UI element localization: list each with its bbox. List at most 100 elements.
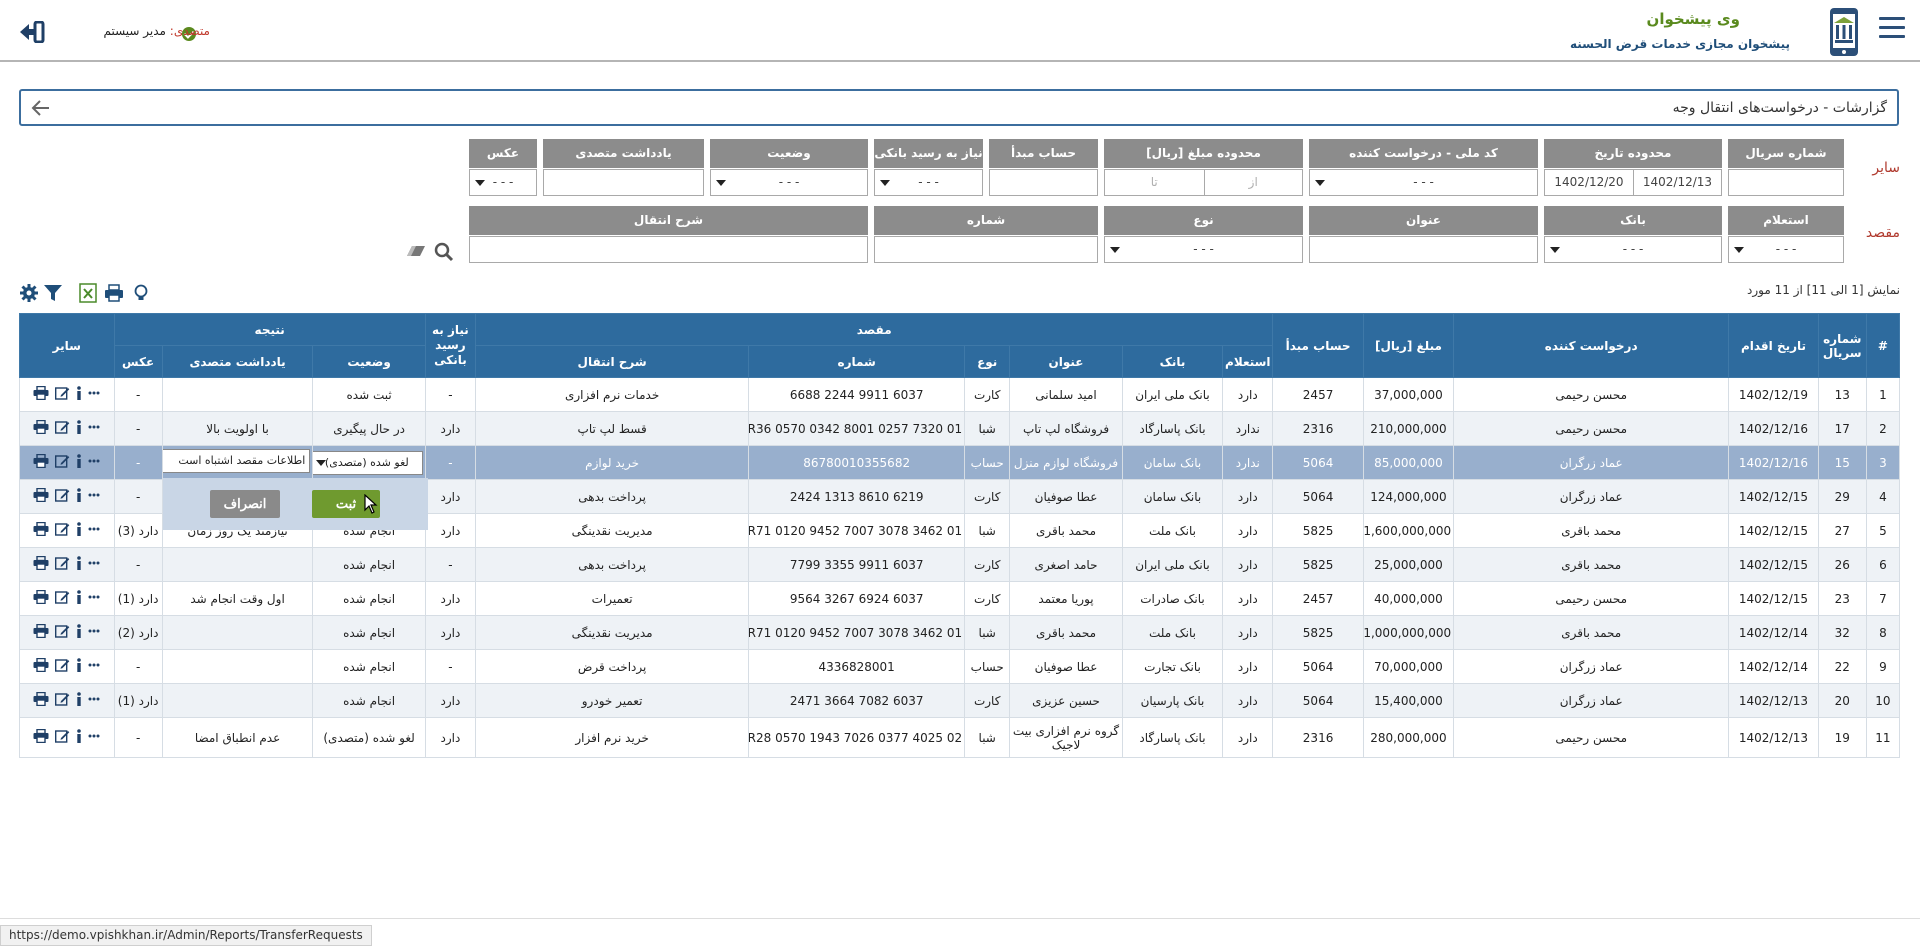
table-row[interactable]: 8 32 1402/12/14 محمد باقری 1,000,000,000 5825… — [19, 615, 1901, 650]
description-input[interactable] — [469, 236, 868, 263]
operator-note-input[interactable] — [543, 169, 704, 196]
cancel-button[interactable]: انصراف — [210, 490, 280, 518]
filter-serial-input[interactable] — [1728, 169, 1844, 196]
print-icon[interactable] — [33, 420, 49, 434]
edit-icon[interactable] — [55, 590, 70, 604]
col-status[interactable]: وضعیت — [312, 345, 426, 378]
edit-icon[interactable] — [55, 658, 70, 672]
more-icon[interactable] — [88, 663, 100, 667]
more-icon[interactable] — [88, 459, 100, 463]
col-number[interactable]: شماره — [748, 345, 966, 378]
col-serial[interactable]: شماره سریال — [1817, 313, 1867, 378]
table-row[interactable]: 11 19 1402/12/13 محسن رحیمی 280,000,000 2316 د… — [19, 717, 1901, 758]
more-icon[interactable] — [88, 493, 100, 497]
more-icon[interactable] — [88, 391, 100, 395]
status-edit-select[interactable]: لغو شده (متصدی) — [313, 450, 423, 475]
print-icon[interactable] — [33, 522, 49, 536]
col-title[interactable]: عنوان — [1009, 345, 1123, 378]
arrow-left-icon[interactable] — [31, 99, 51, 117]
col-date[interactable]: تاریخ اقدام — [1728, 313, 1819, 378]
more-icon[interactable] — [88, 561, 100, 565]
type-select[interactable]: - - - — [1104, 236, 1303, 263]
edit-icon[interactable] — [55, 488, 70, 502]
col-amount[interactable]: مبلغ [ریال] — [1362, 313, 1455, 378]
info-icon[interactable] — [76, 590, 82, 604]
gear-icon[interactable] — [19, 283, 39, 303]
print-icon[interactable] — [33, 386, 49, 400]
info-icon[interactable] — [76, 729, 82, 743]
table-row[interactable]: 6 26 1402/12/15 محمد باقری 25,000,000 5825 دار… — [19, 547, 1901, 582]
date-from-input[interactable]: 1402/12/13 — [1633, 170, 1721, 195]
edit-icon[interactable] — [55, 692, 70, 706]
edit-icon[interactable] — [55, 454, 70, 468]
col-need-receipt[interactable]: نیاز به رسید بانکی — [424, 313, 477, 378]
info-icon[interactable] — [76, 658, 82, 672]
amount-to-input[interactable]: تا — [1150, 175, 1158, 189]
print-icon[interactable] — [33, 590, 49, 604]
more-icon[interactable] — [88, 734, 100, 738]
table-row[interactable]: 1 13 1402/12/19 محسن رحیمی 37,000,000 2457 دار… — [19, 377, 1901, 412]
date-to-input[interactable]: 1402/12/20 — [1554, 175, 1624, 189]
print-icon[interactable] — [33, 658, 49, 672]
table-row[interactable]: 4 29 1402/12/15 عماد زرگران 124,000,000 5064 د… — [19, 479, 1901, 514]
more-icon[interactable] — [88, 697, 100, 701]
need-receipt-select[interactable]: - - - — [874, 169, 983, 196]
note-edit-input[interactable]: اطلاعات مقصد اشتباه است — [163, 449, 311, 473]
print-icon[interactable] — [33, 556, 49, 570]
print-icon[interactable] — [33, 488, 49, 502]
table-row[interactable]: 3 15 1402/12/16 عماد زرگران 85,000,000 5064 ند… — [19, 445, 1901, 480]
edit-icon[interactable] — [55, 624, 70, 638]
bank-select[interactable]: - - - — [1544, 236, 1722, 263]
search-icon[interactable] — [434, 242, 454, 262]
excel-icon[interactable] — [78, 283, 98, 303]
edit-icon[interactable] — [55, 420, 70, 434]
title-input[interactable] — [1309, 236, 1538, 263]
print-icon[interactable] — [33, 624, 49, 638]
edit-icon[interactable] — [55, 386, 70, 400]
menu-icon[interactable] — [1879, 17, 1905, 41]
col-photo[interactable]: عکس — [113, 345, 163, 378]
info-icon[interactable] — [76, 692, 82, 706]
more-icon[interactable] — [88, 629, 100, 633]
print-icon[interactable] — [33, 454, 49, 468]
col-type[interactable]: نوع — [964, 345, 1011, 378]
info-icon[interactable] — [76, 624, 82, 638]
col-source[interactable]: حساب مبدأ — [1272, 313, 1364, 378]
table-row[interactable]: 7 23 1402/12/15 محسن رحیمی 40,000,000 2457 دار… — [19, 581, 1901, 616]
info-icon[interactable] — [76, 386, 82, 400]
edit-icon[interactable] — [55, 522, 70, 536]
col-inquiry[interactable]: استعلام — [1222, 345, 1274, 378]
info-icon[interactable] — [76, 488, 82, 502]
edit-icon[interactable] — [55, 556, 70, 570]
table-row[interactable]: 10 20 1402/12/13 عماد زرگران 15,400,000 5064 د… — [19, 683, 1901, 718]
logout-icon[interactable] — [19, 21, 45, 43]
table-row[interactable]: 9 22 1402/12/14 عماد زرگران 70,000,000 5064 دا… — [19, 649, 1901, 684]
lightbulb-icon[interactable] — [131, 283, 151, 303]
cell-photo: دارد (2) — [113, 615, 163, 650]
print-icon[interactable] — [104, 283, 124, 303]
info-icon[interactable] — [76, 556, 82, 570]
info-icon[interactable] — [76, 420, 82, 434]
edit-icon[interactable] — [55, 729, 70, 743]
inquiry-select[interactable]: - - - — [1728, 236, 1844, 263]
photo-select[interactable]: - - - — [469, 169, 537, 196]
info-icon[interactable] — [76, 522, 82, 536]
info-icon[interactable] — [76, 454, 82, 468]
table-row[interactable]: 2 17 1402/12/16 محسن رحیمی 210,000,000 2316 ند… — [19, 411, 1901, 446]
amount-from-input[interactable]: از — [1203, 170, 1303, 195]
status-select[interactable]: - - - — [710, 169, 868, 196]
more-icon[interactable] — [88, 425, 100, 429]
more-icon[interactable] — [88, 595, 100, 599]
col-requester[interactable]: درخواست کننده — [1453, 313, 1730, 378]
col-bank[interactable]: بانک — [1121, 345, 1224, 378]
print-icon[interactable] — [33, 692, 49, 706]
col-desc[interactable]: شرح انتقال — [475, 345, 750, 378]
more-icon[interactable] — [88, 527, 100, 531]
print-icon[interactable] — [33, 729, 49, 743]
eraser-icon[interactable] — [406, 244, 426, 258]
national-code-select[interactable]: - - - — [1309, 169, 1538, 196]
source-account-input[interactable] — [989, 169, 1098, 196]
filter-icon[interactable] — [43, 283, 63, 303]
col-note[interactable]: یادداشت متصدی — [161, 345, 314, 378]
number-input[interactable] — [874, 236, 1098, 263]
